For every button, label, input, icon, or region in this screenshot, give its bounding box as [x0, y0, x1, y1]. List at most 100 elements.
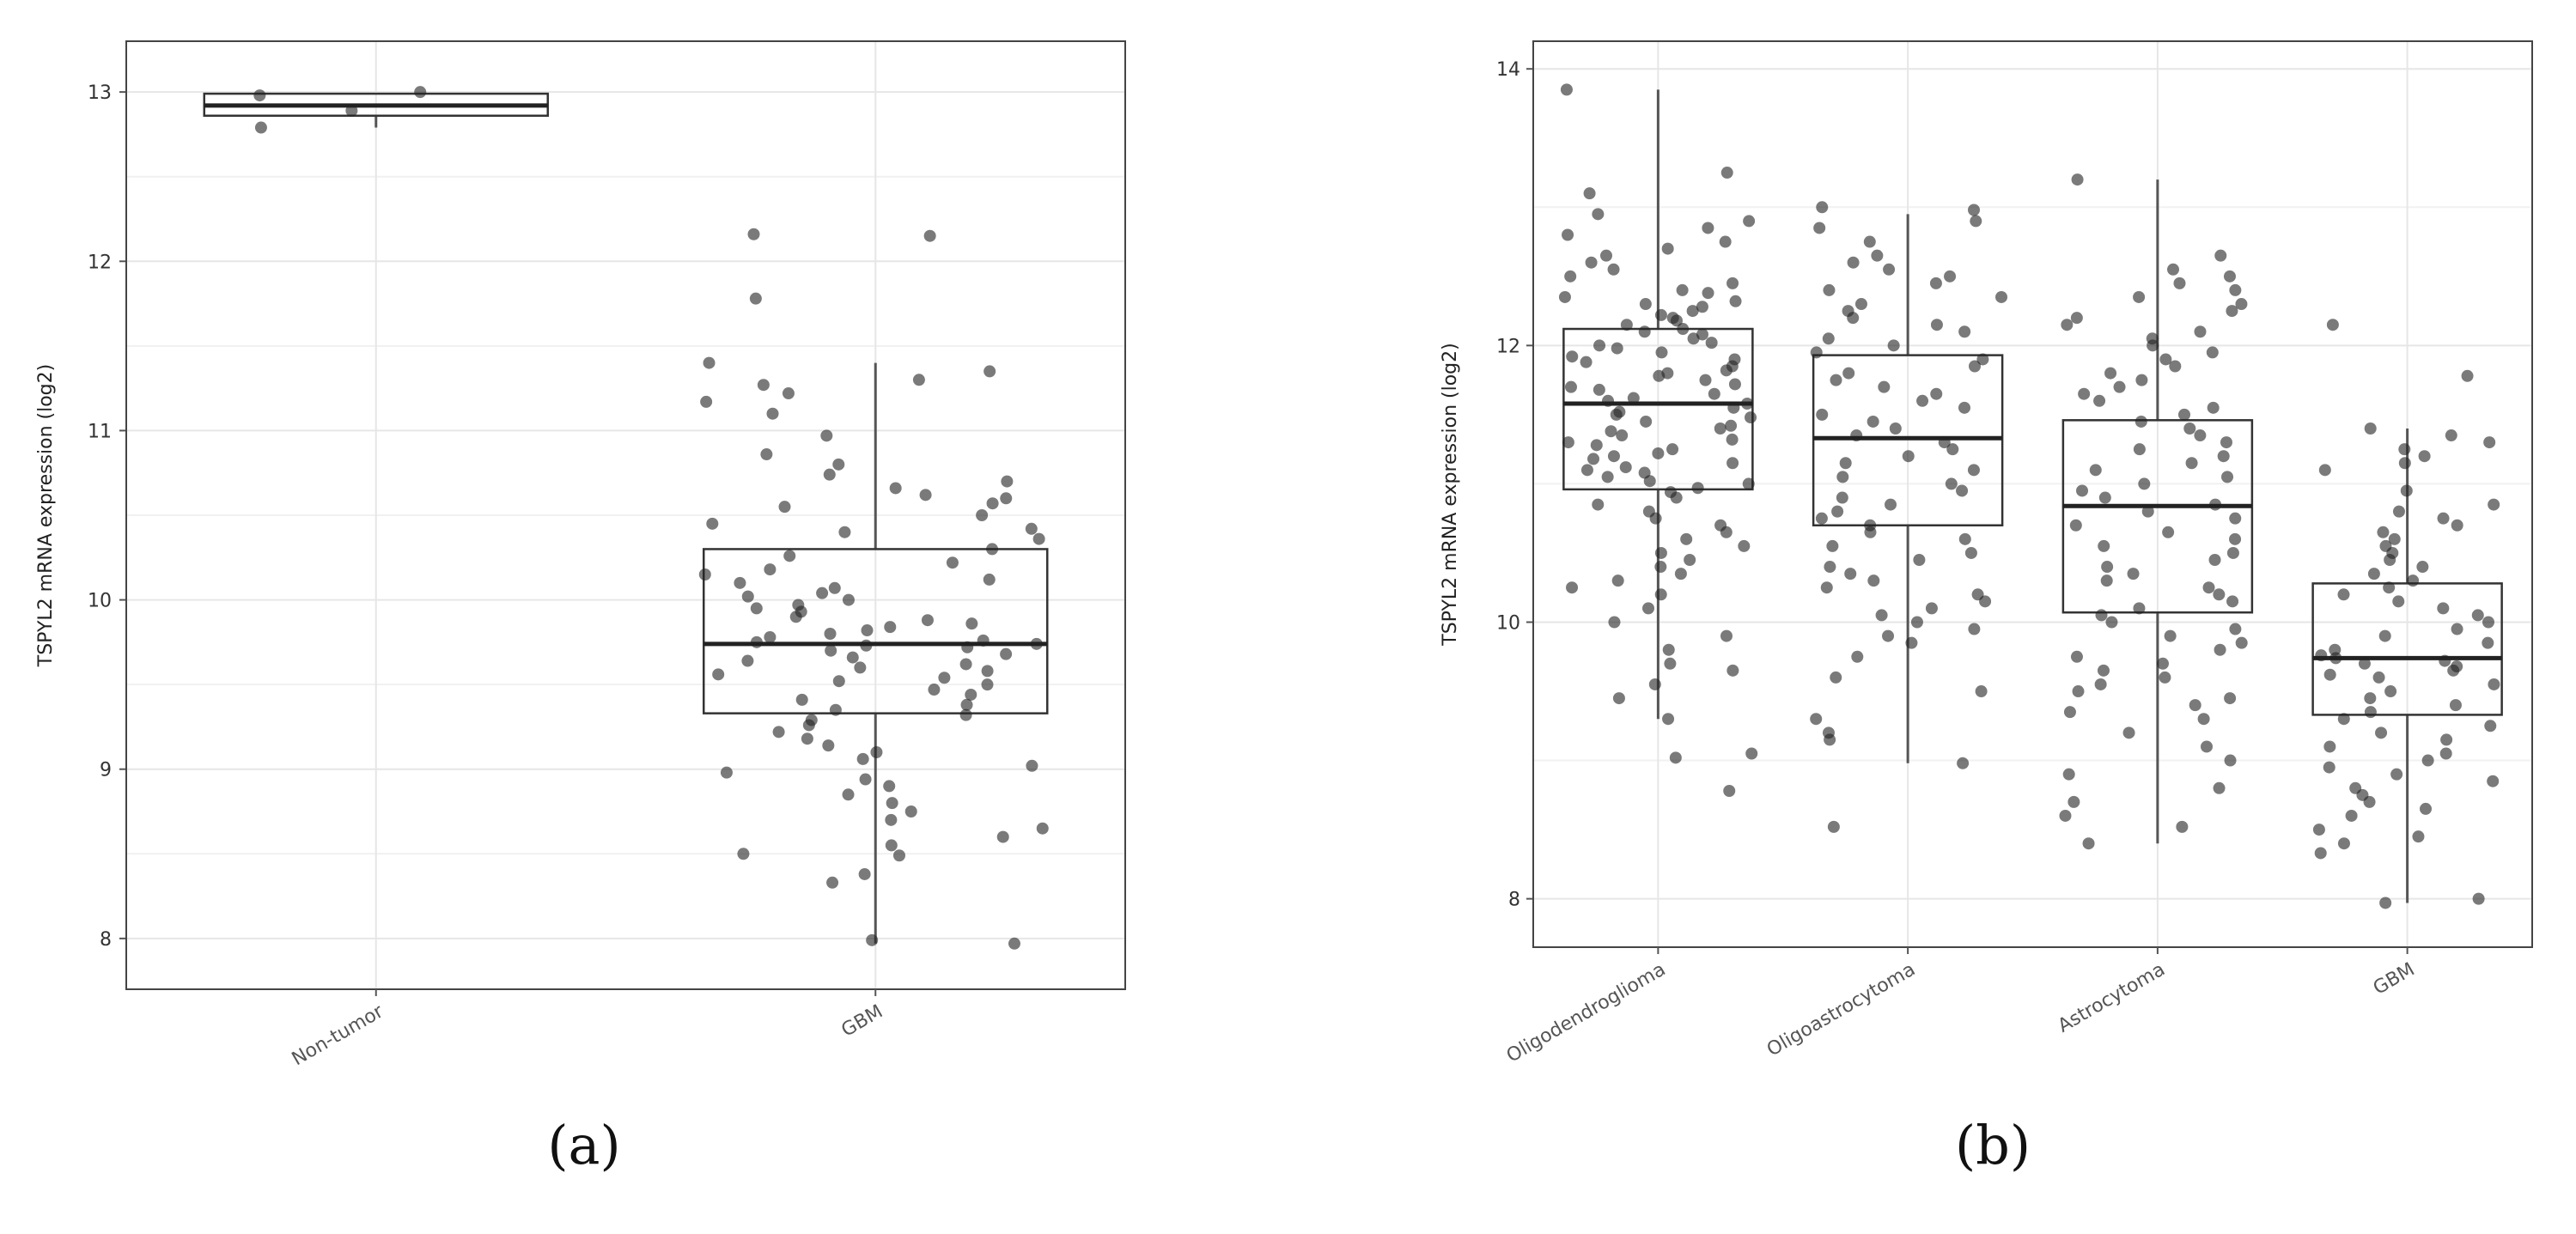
- data-point: [1669, 751, 1682, 764]
- data-point: [1686, 305, 1699, 318]
- data-point: [1810, 713, 1823, 726]
- data-point: [1590, 439, 1603, 452]
- data-point: [2390, 768, 2403, 781]
- data-point: [1036, 822, 1049, 835]
- data-point: [886, 797, 898, 810]
- data-point: [1560, 83, 1573, 96]
- data-point: [1558, 290, 1571, 303]
- data-point: [1958, 325, 1971, 338]
- data-point: [2416, 561, 2429, 574]
- data-point: [1813, 222, 1826, 234]
- data-point: [2407, 574, 2420, 587]
- data-point: [2337, 837, 2350, 850]
- data-point: [858, 867, 871, 880]
- data-point: [706, 517, 719, 530]
- data-point: [822, 739, 835, 752]
- data-point: [1025, 522, 1038, 535]
- data-point: [838, 526, 851, 538]
- data-point: [1602, 394, 1615, 407]
- data-point: [2113, 380, 2126, 393]
- data-point: [1816, 201, 1829, 214]
- data-point: [2214, 249, 2227, 262]
- data-point: [1836, 491, 1848, 504]
- data-point: [1889, 422, 1902, 435]
- data-point: [1639, 298, 1652, 311]
- data-point: [750, 635, 763, 648]
- y-tick-label: 8: [1508, 890, 1520, 911]
- data-point: [1727, 401, 1740, 414]
- data-point: [2098, 539, 2110, 552]
- data-point: [2388, 532, 2401, 545]
- data-point: [1032, 532, 1045, 545]
- data-point: [2061, 319, 2074, 331]
- data-point: [1720, 526, 1733, 538]
- data-point: [757, 379, 770, 392]
- data-point: [782, 387, 795, 400]
- data-point: [2323, 668, 2336, 681]
- data-point: [2437, 602, 2450, 615]
- data-point: [1820, 581, 1833, 594]
- data-point: [1662, 643, 1675, 656]
- data-point: [2194, 325, 2207, 338]
- data-point: [1822, 332, 1835, 345]
- data-point: [1726, 433, 1739, 446]
- data-point: [1580, 356, 1592, 368]
- x-tick-label: GBM: [837, 1001, 886, 1042]
- data-point: [2337, 713, 2350, 726]
- data-point: [1946, 443, 1959, 456]
- data-point: [1608, 616, 1621, 629]
- data-point: [2363, 795, 2376, 808]
- data-point: [832, 458, 845, 471]
- x-tick-label: Astrocytoma: [2055, 959, 2169, 1037]
- data-point: [1674, 568, 1687, 581]
- data-point: [1970, 215, 1982, 228]
- data-point: [1610, 408, 1623, 421]
- data-point: [253, 89, 266, 102]
- data-point: [1666, 443, 1679, 456]
- data-point: [2159, 353, 2172, 366]
- data-point: [2221, 471, 2234, 483]
- data-point: [2487, 775, 2500, 787]
- data-point: [986, 497, 999, 510]
- data-point: [2156, 657, 2169, 670]
- data-point: [2364, 692, 2377, 705]
- data-point: [1938, 436, 1951, 449]
- data-point: [825, 644, 837, 657]
- data-point: [2224, 692, 2237, 705]
- data-point: [2063, 706, 2076, 719]
- data-point: [1726, 457, 1739, 470]
- data-point: [2314, 847, 2327, 860]
- data-point: [1742, 477, 1755, 490]
- x-tick-label: GBM: [2370, 959, 2419, 1000]
- data-point: [254, 121, 267, 134]
- data-point: [870, 746, 883, 758]
- data-point: [1720, 167, 1733, 179]
- data-point: [1824, 733, 1836, 746]
- data-point: [1958, 401, 1970, 414]
- data-point: [2101, 561, 2114, 574]
- data-point: [921, 614, 934, 627]
- y-axis-label: TSPYL2 mRNA expression (log2): [1440, 343, 1461, 646]
- data-point: [1827, 820, 1840, 833]
- data-point: [2141, 505, 2154, 518]
- data-point: [1930, 387, 1943, 400]
- y-tick-label: 10: [88, 591, 112, 612]
- data-point: [1699, 374, 1712, 386]
- data-point: [1839, 457, 1852, 470]
- plot-border: [125, 40, 1126, 990]
- data-point: [2345, 809, 2358, 822]
- data-point: [1745, 411, 1757, 424]
- data-point: [1844, 568, 1857, 581]
- data-point: [1566, 581, 1579, 594]
- data-point: [986, 543, 999, 556]
- data-point: [1662, 713, 1675, 726]
- data-point: [2076, 484, 2089, 497]
- data-point: [2217, 450, 2230, 463]
- data-point: [866, 933, 879, 946]
- data-point: [1743, 215, 1756, 228]
- data-point: [1958, 532, 1971, 545]
- data-point: [2094, 678, 2107, 690]
- data-point: [2164, 629, 2177, 642]
- data-point: [2159, 671, 2171, 684]
